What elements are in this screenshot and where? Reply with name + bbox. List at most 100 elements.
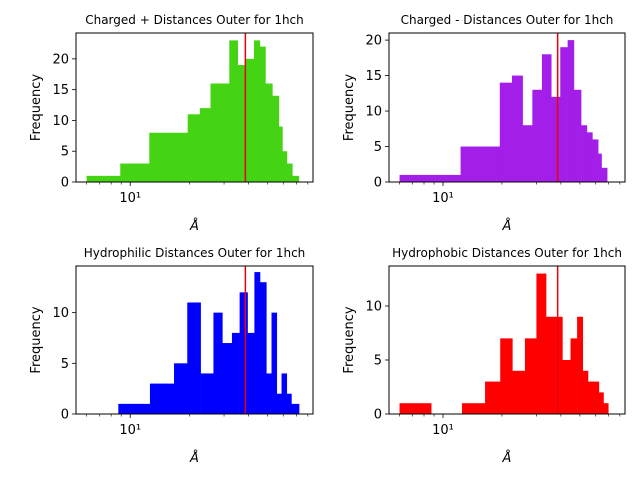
y-axis-label: Frequency [342,74,357,141]
histogram-bar [247,332,255,414]
histogram-bar [567,40,575,182]
x-axis-label: Å [502,450,512,466]
y-tick-label: 10 [365,105,382,120]
histogram-bar [222,343,233,414]
histogram-bar [461,403,486,414]
histogram-bar [265,83,273,182]
y-tick-label: 0 [61,176,69,191]
histogram-bar [259,46,266,182]
axes-frame [388,32,626,183]
histogram-bar [536,273,547,414]
histogram-bar [581,125,588,182]
subplot-title: Hydrophobic Distances Outer for 1hch [392,246,622,260]
histogram-bar [499,82,513,182]
x-tick-label: 10¹ [432,423,454,438]
histogram-bar [174,363,188,414]
axes-frame [75,265,314,415]
histogram-bar [210,83,230,182]
histogram-bar [237,65,245,182]
histogram-bar [292,175,300,182]
histogram-bar [601,167,608,182]
histogram-bar [524,338,537,414]
y-tick-label: 5 [61,357,69,372]
histogram-bar [282,151,288,182]
histogram-bar [244,58,255,182]
subplot-title: Charged + Distances Outer for 1hch [85,13,304,27]
histogram-bar [278,126,283,182]
y-tick-label: 5 [374,140,382,155]
histogram-bar [511,75,523,182]
subplot-4: 0 5 10 10¹ Hydrophobic Distances Outer for 1… [342,246,626,466]
histogram-bar [276,393,282,414]
y-tick-label: 0 [61,408,69,423]
subplot-1: 0 5 10 15 20 10¹ Charged + Distances Outer for… [29,13,314,234]
histogram-bar [149,132,188,182]
histogram-bar [291,403,300,414]
y-axis-label: Frequency [29,74,44,141]
histogram-bar [582,370,589,414]
y-tick-label: 20 [365,34,382,49]
histogram-bar [281,373,288,414]
histogram-bar [286,393,292,414]
histogram-bar [399,403,432,414]
subplot-title: Charged - Distances Outer for 1hch [401,13,614,27]
axes-frame [388,265,626,415]
histogram-bar [199,108,211,182]
histogram-bar [149,383,175,414]
y-tick-label: 20 [52,52,69,67]
histogram-bar [200,373,214,414]
x-axis-label: Å [189,218,199,234]
histogram-bar [560,47,568,182]
histogram-bar [546,316,556,414]
histogram-bar [570,338,578,414]
histogram-bar [231,332,240,414]
y-axis-label: Frequency [29,306,44,373]
histogram-bar [260,282,267,414]
y-tick-label: 5 [61,145,69,160]
histogram-bar [213,312,223,414]
histogram-bar [254,40,261,183]
histogram-bar [239,292,248,414]
y-tick-label: 15 [365,69,382,84]
histogram-bar [271,312,278,414]
y-axis-label: Frequency [342,306,357,373]
histogram-bar [187,302,201,414]
x-tick-label: 10¹ [119,191,141,206]
histogram-bar [485,381,501,414]
histogram-bar [577,316,584,414]
x-axis-label: Å [502,218,512,234]
histogram-bar [460,146,501,182]
y-tick-label: 0 [374,176,382,191]
subplot-3: 0 5 10 10¹ Hydrophilic Distances Outer for 1… [29,246,314,466]
histogram-bar [254,272,261,414]
histogram-bar [272,95,280,182]
histogram-bar [598,153,602,182]
histogram-bar [187,114,201,182]
subplot-title: Hydrophilic Distances Outer for 1hch [84,246,306,260]
histogram-bar [592,139,599,182]
histogram-bar [500,338,513,414]
histogram-bar [573,89,582,182]
histogram-bar [399,174,461,182]
histogram-bar [598,392,604,414]
y-tick-label: 15 [52,83,69,98]
histogram-bar [286,163,293,182]
y-tick-label: 5 [374,353,382,368]
y-tick-label: 0 [374,408,382,423]
histogram-bar [229,40,239,183]
histogram-bar [551,96,561,182]
histogram-bar [522,125,533,182]
y-tick-label: 10 [365,299,382,314]
histogram-bar [562,359,571,414]
x-axis-label: Å [189,450,199,466]
x-tick-label: 10¹ [432,191,454,206]
axes-frame [75,32,314,183]
histogram-bar [587,381,600,414]
histogram-bar [86,175,121,182]
histogram-bar [603,403,609,414]
histogram-bar [512,370,526,414]
x-tick-label: 10¹ [119,423,141,438]
histogram-bar [541,54,552,182]
histogram-bar [555,316,563,414]
